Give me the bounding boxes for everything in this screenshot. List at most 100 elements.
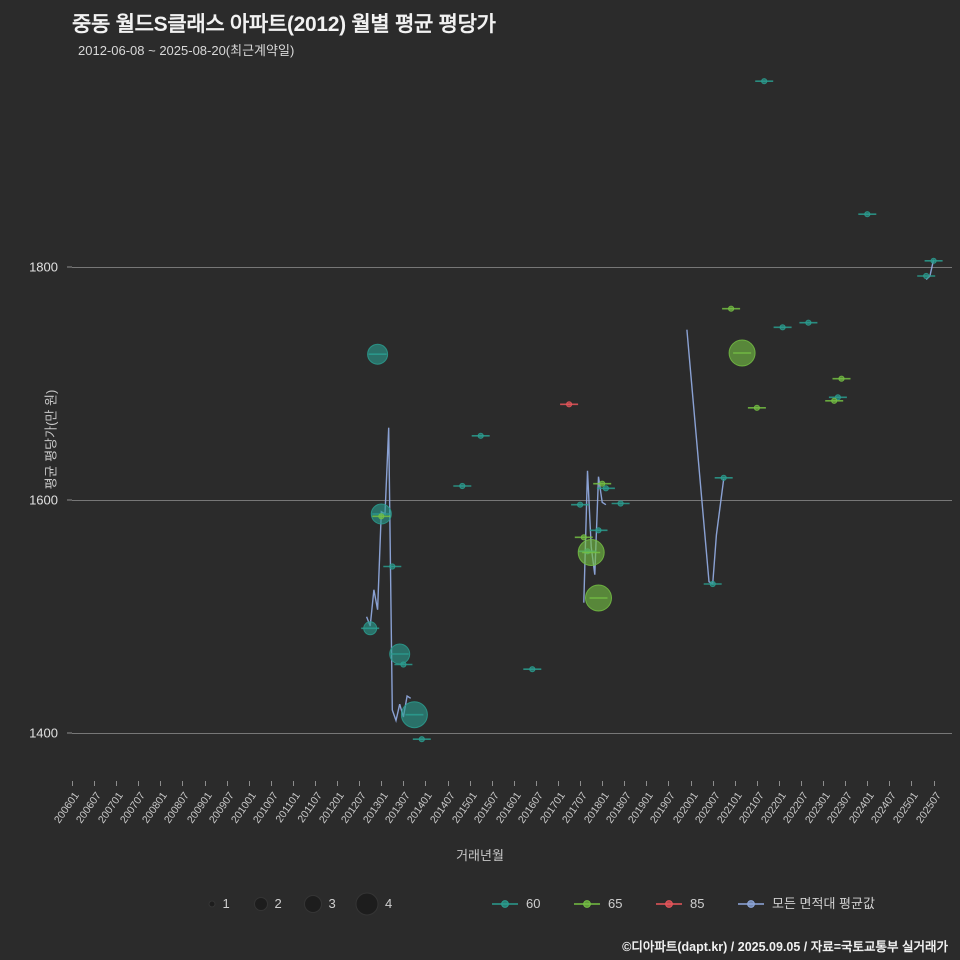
legend-series-marker[interactable]	[490, 893, 520, 915]
x-tick-mark	[315, 781, 316, 786]
x-tick-mark	[270, 781, 272, 786]
legend-series-label[interactable]: 85	[690, 896, 705, 911]
x-tick-mark	[646, 781, 648, 786]
legend-size-marker	[303, 895, 322, 913]
data-point-bubble[interactable]	[709, 580, 716, 588]
legend-series-label[interactable]: 60	[526, 896, 541, 911]
gridline	[72, 733, 952, 735]
x-tick-mark	[425, 781, 427, 786]
x-tick-mark	[823, 781, 825, 786]
data-point-bubble[interactable]	[400, 661, 407, 668]
x-tick-mark	[734, 781, 736, 786]
y-tick-mark	[67, 732, 72, 734]
x-tick-mark	[292, 781, 294, 786]
data-point-bubble[interactable]	[864, 211, 871, 218]
legend-size-marker	[355, 892, 378, 916]
data-point-bubble[interactable]	[595, 527, 602, 534]
x-tick-mark	[403, 781, 405, 786]
x-tick-mark	[778, 781, 780, 786]
x-tick-mark	[911, 781, 913, 786]
average-line	[365, 427, 412, 724]
data-point-bubble[interactable]	[529, 666, 536, 673]
x-tick-mark	[558, 781, 560, 786]
average-line	[686, 329, 725, 586]
page-subtitle: 2012-06-08 ~ 2025-08-20(최근계약일)	[78, 43, 295, 58]
x-tick-mark	[204, 781, 206, 786]
x-tick-mark	[933, 781, 935, 786]
x-tick-mark	[690, 781, 692, 786]
legend: 1 2 3 4 60 65 85 모든 면적대 평균값	[0, 892, 960, 923]
legend-size-marker	[253, 897, 268, 911]
data-point-bubble[interactable]	[617, 500, 624, 507]
legend-series-marker[interactable]	[654, 893, 684, 915]
data-point-bubble[interactable]	[566, 401, 573, 408]
data-point-bubble[interactable]	[923, 272, 930, 280]
data-point-bubble[interactable]	[389, 563, 396, 570]
x-tick-mark	[602, 781, 604, 786]
x-tick-mark	[513, 781, 515, 786]
x-tick-mark	[248, 781, 250, 786]
data-point-bubble[interactable]	[831, 397, 838, 404]
data-point-bubble[interactable]	[378, 513, 385, 520]
legend-size-label: 3	[328, 896, 336, 911]
x-tick-mark	[469, 781, 471, 786]
x-tick-mark	[72, 781, 73, 786]
page-title: 중동 월드S클래스 아파트(2012) 월별 평균 평당가	[72, 13, 496, 36]
data-point-bubble[interactable]	[459, 482, 466, 490]
data-point-bubble[interactable]	[577, 539, 605, 566]
x-tick-mark	[116, 781, 118, 786]
legend-series-label[interactable]: 65	[608, 896, 623, 911]
x-tick-mark	[756, 781, 758, 786]
x-tick-mark	[381, 781, 383, 786]
x-tick-mark	[138, 781, 140, 786]
data-point-bubble[interactable]	[363, 621, 378, 636]
x-tick-mark	[624, 781, 626, 786]
legend-series-label[interactable]: 모든 면적대 평균값	[772, 896, 875, 911]
data-point-bubble[interactable]	[838, 375, 845, 382]
data-point-bubble[interactable]	[834, 394, 842, 401]
data-point-bubble[interactable]	[753, 404, 761, 411]
x-tick-mark	[447, 781, 449, 786]
y-axis-title: 평균 평당가(만 원)	[43, 389, 59, 490]
x-tick-mark	[867, 781, 869, 786]
y-tick-label: 1400	[29, 725, 58, 741]
gridline	[72, 500, 952, 501]
data-point-bubble[interactable]	[400, 701, 428, 729]
legend-size-marker	[208, 900, 216, 908]
legend-size-label: 4	[385, 896, 393, 911]
average-line	[583, 470, 607, 603]
data-point-bubble[interactable]	[418, 736, 425, 743]
data-point-bubble[interactable]	[930, 257, 937, 264]
x-tick-mark	[94, 781, 96, 786]
legend-series-marker[interactable]	[572, 893, 602, 915]
data-point-bubble[interactable]	[761, 78, 768, 85]
x-tick-mark	[226, 781, 228, 786]
data-point-bubble[interactable]	[779, 324, 786, 331]
data-point-bubble[interactable]	[602, 485, 610, 492]
gridline	[72, 266, 952, 268]
data-point-bubble[interactable]	[367, 343, 389, 365]
legend-size-label: 1	[222, 896, 230, 911]
y-tick-mark	[67, 499, 72, 501]
data-point-bubble[interactable]	[580, 534, 587, 541]
x-tick-mark	[160, 781, 162, 786]
y-tick-mark	[67, 266, 72, 268]
x-tick-mark	[580, 781, 582, 786]
x-tick-mark	[182, 781, 184, 786]
data-point-bubble[interactable]	[805, 319, 812, 326]
data-point-bubble[interactable]	[477, 432, 484, 439]
data-point-bubble[interactable]	[720, 474, 727, 481]
data-point-bubble[interactable]	[728, 339, 756, 367]
x-tick-mark	[668, 781, 670, 786]
legend-series-marker[interactable]	[736, 893, 766, 915]
x-tick-mark	[491, 781, 493, 786]
data-point-bubble[interactable]	[389, 643, 411, 665]
x-tick-mark	[889, 781, 891, 786]
data-point-bubble[interactable]	[728, 305, 735, 312]
data-point-bubble[interactable]	[599, 480, 606, 487]
data-point-bubble[interactable]	[577, 501, 584, 508]
x-tick-mark	[359, 781, 361, 786]
data-point-bubble[interactable]	[585, 584, 612, 612]
